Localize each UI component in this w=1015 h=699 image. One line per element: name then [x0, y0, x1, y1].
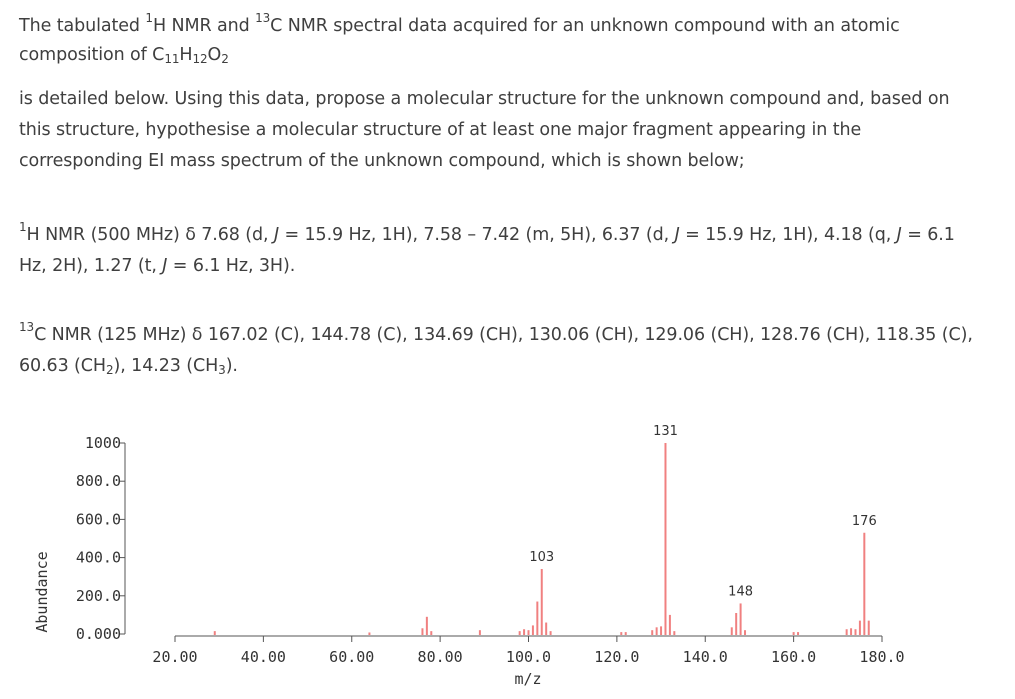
cnmr-paragraph: 13C NMR (125 MHz) δ 167.02 (C), 144.78 (…: [19, 320, 973, 377]
x-tick-label: 100.0: [506, 648, 551, 666]
intro-paragraph: The tabulated 1H NMR and 13C NMR spectra…: [19, 11, 900, 66]
mass-spectrum-chart: 0.000 200.0 400.0 600.0 800.0 1000 20.00 40.00…: [33, 424, 905, 688]
hnmr-paragraph: 1H NMR (500 MHz) δ 7.68 (d, J = 15.9 Hz,…: [19, 220, 955, 276]
x-axis: 20.00 40.00 60.00 80.00 100.0 120.0 140.0 160.0…: [152, 635, 905, 666]
x-tick-label: 180.0: [859, 648, 904, 666]
x-tick-label: 140.0: [683, 648, 728, 666]
task-paragraph: is detailed below. Using this data, prop…: [19, 89, 950, 171]
x-tick-label: 60.00: [329, 648, 374, 666]
x-tick-label: 120.0: [594, 648, 639, 666]
peak-label: 131: [653, 424, 678, 439]
y-tick-label: 1000: [85, 434, 121, 452]
peak-labels: 103 131 148 176: [529, 424, 876, 599]
spectrum-peaks: [213, 443, 870, 635]
x-axis-label: m/z: [514, 670, 541, 688]
y-axis: 0.000 200.0 400.0 600.0 800.0 1000: [76, 434, 126, 643]
y-tick-label: 800.0: [76, 472, 121, 490]
x-tick-label: 20.00: [152, 648, 197, 666]
peak-label: 148: [728, 584, 753, 599]
y-tick-label: 200.0: [76, 587, 121, 605]
y-tick-label: 0.000: [76, 625, 121, 643]
x-tick-label: 40.00: [241, 648, 286, 666]
y-axis-label: Abundance: [33, 551, 51, 632]
y-tick-label: 400.0: [76, 549, 121, 567]
x-tick-label: 160.0: [771, 648, 816, 666]
y-tick-label: 600.0: [76, 510, 121, 528]
peak-label: 176: [852, 514, 877, 529]
x-tick-label: 80.00: [418, 648, 463, 666]
peak-label: 103: [529, 550, 554, 565]
